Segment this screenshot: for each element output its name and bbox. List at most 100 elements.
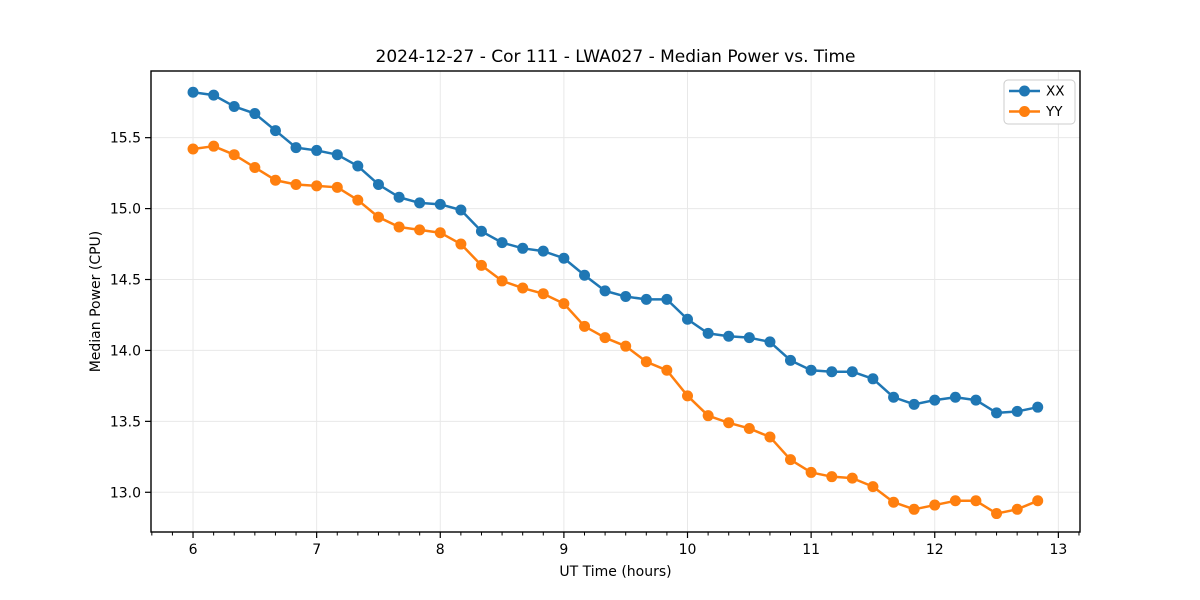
data-point-xx (1032, 401, 1044, 413)
data-point-yy (867, 481, 879, 493)
data-point-yy (620, 340, 632, 352)
data-point-yy (970, 495, 982, 507)
data-point-xx (682, 313, 694, 325)
data-point-yy (393, 221, 405, 233)
data-point-xx (475, 225, 487, 237)
data-point-xx (620, 291, 632, 303)
data-point-xx (1011, 405, 1023, 417)
data-point-xx (290, 142, 302, 154)
data-point-xx (228, 100, 240, 112)
data-point-xx (558, 252, 570, 264)
data-point-xx (496, 237, 508, 249)
data-point-yy (599, 332, 611, 344)
tick-labels: 6 7 8 9 10 11 12 13 13.0 13.5 14.0 14.5 15.0 15.5 (110, 131, 1067, 558)
data-point-yy (743, 422, 755, 434)
data-point-yy (764, 431, 776, 443)
data-point-xx (352, 160, 364, 172)
data-point-xx (372, 178, 384, 190)
data-point-xx (764, 336, 776, 348)
data-point-xx (455, 204, 467, 216)
series-line-xx (192, 91, 1038, 415)
x-tick-label: 10 (679, 542, 697, 558)
data-point-xx (517, 242, 529, 254)
data-point-yy (846, 472, 858, 484)
x-axis-label: UT Time (hours) (559, 564, 671, 580)
data-point-xx (434, 198, 446, 210)
data-point-yy (269, 174, 281, 186)
data-point-yy (929, 499, 941, 511)
data-point-yy (723, 417, 735, 429)
x-tick-label: 9 (559, 542, 568, 558)
legend: XX YY (1003, 79, 1076, 125)
x-tick-label: 11 (802, 542, 820, 558)
data-point-yy (1032, 495, 1044, 507)
axis-ticks (145, 137, 1080, 538)
y-tick-label: 15.5 (110, 131, 141, 147)
data-point-yy (537, 288, 549, 300)
data-point-xx (970, 394, 982, 406)
data-point-xx (867, 373, 879, 385)
data-point-xx (805, 364, 817, 376)
y-tick-label: 14.0 (110, 343, 141, 359)
data-point-yy (1011, 503, 1023, 515)
y-tick-label: 13.5 (110, 414, 141, 430)
data-point-yy (826, 471, 838, 483)
grid-lines (151, 71, 1080, 532)
data-point-xx (640, 293, 652, 305)
y-tick-label: 13.0 (110, 485, 141, 501)
data-point-yy (784, 454, 796, 466)
data-point-xx (702, 327, 714, 339)
data-point-yy (702, 410, 714, 422)
data-point-xx (414, 197, 426, 209)
data-point-xx (661, 293, 673, 305)
legend-marker-sample (1019, 106, 1030, 117)
data-point-xx (579, 269, 591, 281)
data-point-xx (269, 125, 281, 137)
data-point-xx (723, 330, 735, 342)
data-point-xx (249, 108, 261, 120)
data-point-xx (826, 366, 838, 378)
data-point-yy (414, 224, 426, 236)
data-point-yy (187, 143, 199, 155)
data-point-xx (537, 245, 549, 257)
data-point-yy (352, 194, 364, 206)
data-point-xx (846, 366, 858, 378)
x-tick-label: 12 (926, 542, 944, 558)
data-point-xx (393, 191, 405, 203)
plot-frame (150, 70, 1081, 533)
data-point-yy (331, 181, 343, 193)
x-tick-label: 13 (1049, 542, 1067, 558)
data-point-yy (249, 161, 261, 173)
chart-title: 2024-12-27 - Cor 111 - LWA027 - Median P… (376, 47, 856, 67)
data-point-yy (661, 364, 673, 376)
data-point-xx (599, 285, 611, 297)
y-axis-label: Median Power (CPU) (88, 231, 104, 373)
data-point-yy (228, 149, 240, 161)
data-point-yy (455, 238, 467, 250)
data-point-yy (208, 140, 220, 152)
data-point-yy (475, 259, 487, 271)
data-point-yy (682, 390, 694, 402)
data-point-xx (991, 407, 1003, 419)
data-point-xx (331, 149, 343, 161)
data-point-xx (187, 86, 199, 98)
legend-label: XX (1046, 84, 1065, 100)
data-point-xx (888, 391, 900, 403)
legend-label: YY (1045, 104, 1063, 120)
data-point-yy (558, 298, 570, 310)
series-yy (187, 140, 1044, 520)
y-tick-label: 14.5 (110, 273, 141, 289)
legend-item-xx: XX (1009, 84, 1065, 100)
data-point-yy (290, 178, 302, 190)
series-line-yy (192, 144, 1039, 515)
data-point-yy (908, 503, 920, 515)
legend-marker-sample (1019, 85, 1030, 97)
data-point-xx (784, 354, 796, 366)
y-tick-label: 15.0 (110, 202, 141, 218)
data-series (187, 86, 1044, 520)
data-point-yy (579, 320, 591, 332)
data-point-yy (434, 227, 446, 239)
x-tick-label: 6 (189, 542, 198, 558)
